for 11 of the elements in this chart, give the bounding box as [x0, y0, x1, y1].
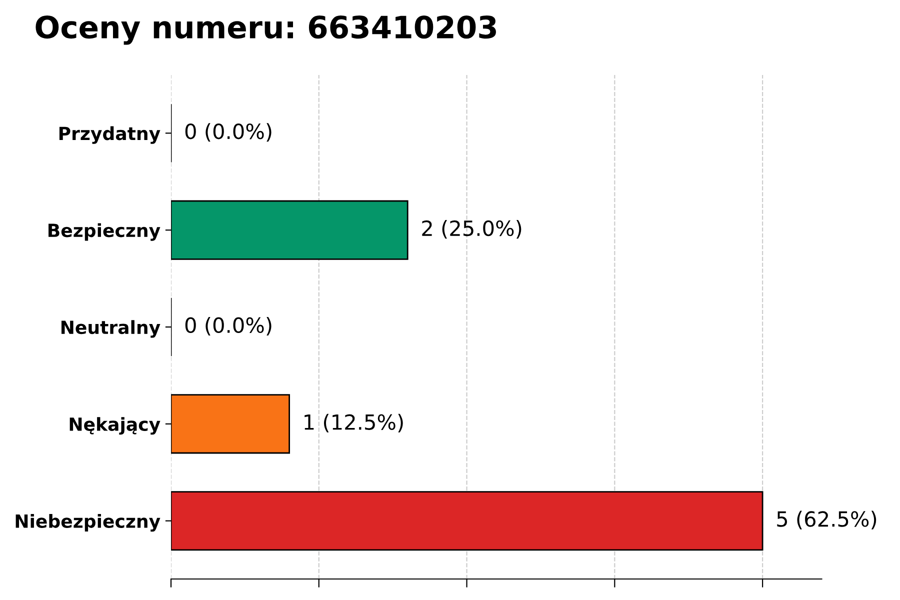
data-label: 5 (62.5%): [777, 510, 876, 530]
y-tick-label: Przydatny: [59, 126, 160, 144]
y-tick-label: Nękający: [70, 417, 160, 435]
data-label: 1 (12.5%): [304, 414, 403, 432]
data-label: 0 (0.0%): [185, 123, 272, 142]
data-label: 0 (0.0%): [185, 316, 272, 336]
chart-title: Oceny numeru: 663410203: [36, 16, 496, 45]
y-tick-label: Niebezpieczny: [16, 514, 160, 532]
y-tick-label: Bezpieczny: [48, 223, 160, 241]
y-tick-label: Neutralny: [62, 320, 160, 338]
data-label: 2 (25.0%): [422, 220, 522, 239]
